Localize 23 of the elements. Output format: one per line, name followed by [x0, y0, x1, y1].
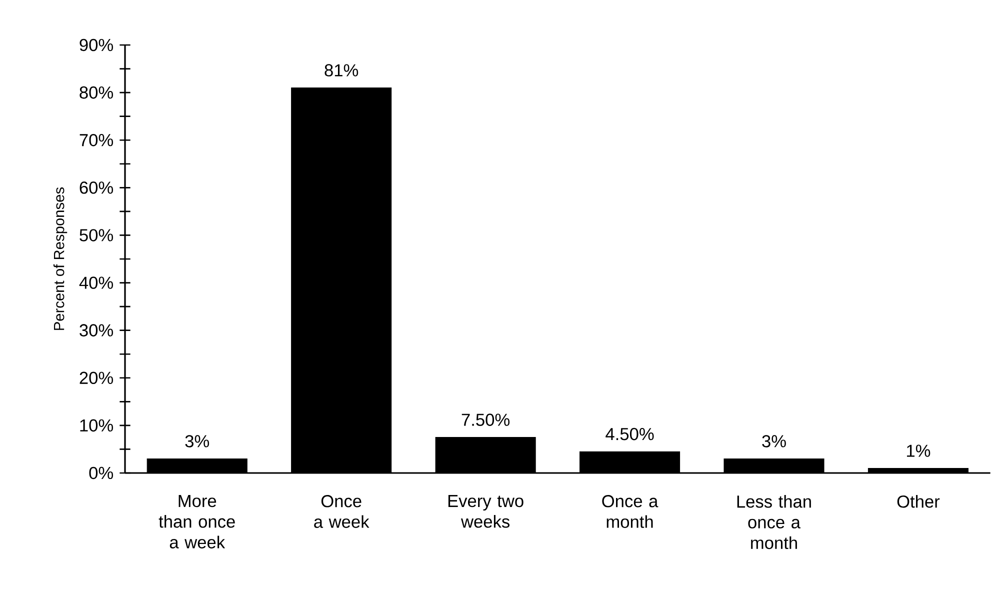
y-tick-label: 70%: [80, 134, 114, 146]
y-tick-label: 30%: [80, 324, 114, 336]
x-tick-label: Once a week: [314, 495, 370, 528]
x-tick-label: More than once a week: [158, 495, 235, 548]
y-tick-label: 50%: [80, 229, 114, 242]
y-tick-label: 80%: [80, 86, 114, 99]
data-label: 7.50%: [462, 414, 510, 426]
data-label: 1%: [907, 444, 930, 457]
x-tick-label: Less than once a month: [737, 495, 811, 550]
data-label: 81%: [324, 64, 358, 76]
x-tick-label: Once a month: [602, 495, 658, 528]
y-tick-label: 0%: [89, 466, 114, 480]
data-label: 4.50%: [606, 428, 654, 440]
data-label: 3%: [185, 435, 210, 448]
x-tick-label: Other: [897, 495, 940, 508]
data-label: 3%: [762, 435, 786, 448]
x-tick-label: Every two weeks: [448, 495, 524, 528]
y-tick-label: 90%: [80, 38, 114, 52]
y-axis-title: Percent of Responses: [53, 187, 68, 330]
y-tick-label: 10%: [80, 419, 114, 432]
y-tick-label: 60%: [80, 182, 114, 194]
y-tick-label: 40%: [79, 276, 114, 289]
y-tick-label: 20%: [80, 372, 114, 384]
